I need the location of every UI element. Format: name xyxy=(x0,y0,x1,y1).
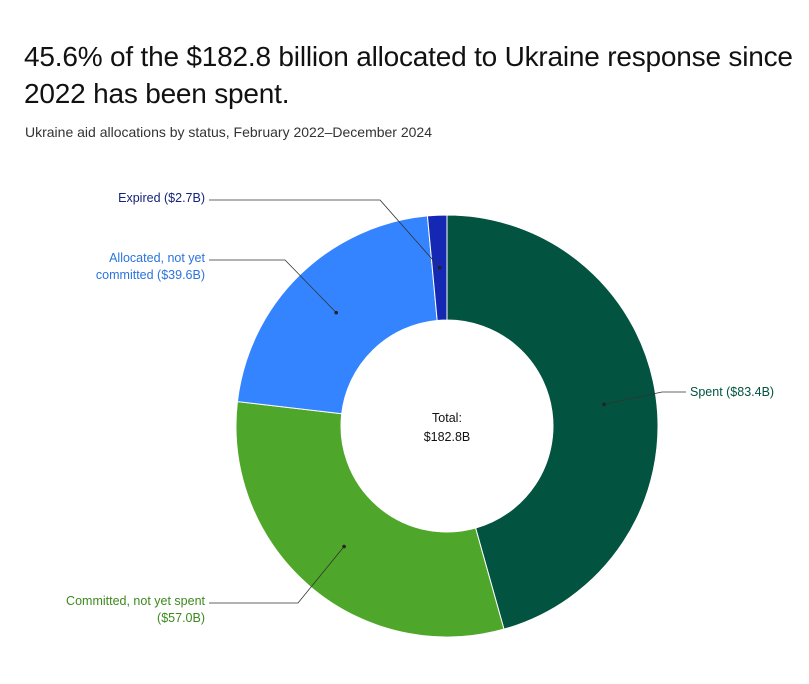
leader-line-allocated xyxy=(209,259,337,313)
leader-dot-committed xyxy=(342,544,346,549)
slice-label-line: ($57.0B) xyxy=(157,611,205,625)
slice-label-allocated: Allocated, not yet committed ($39.6B) xyxy=(96,251,206,282)
slice-label-expired: Expired ($2.7B) xyxy=(118,191,205,205)
center-total-label: Total: xyxy=(432,411,462,425)
slice-label-spent: Spent ($83.4B) xyxy=(690,385,774,399)
slice-label-committed: Committed, not yet spent ($57.0B) xyxy=(66,594,205,625)
center-total-value: $182.8B xyxy=(424,430,471,444)
leader-lines-group xyxy=(209,199,686,604)
slice-spent xyxy=(446,214,659,630)
slice-expired xyxy=(426,214,448,322)
leader-line-expired xyxy=(209,199,440,268)
slice-label-line: Expired ($2.7B) xyxy=(118,191,205,205)
leader-dot-expired xyxy=(437,265,442,270)
chart-title: 45.6% of the $182.8 billion allocated to… xyxy=(24,41,793,109)
slice-label-line: Committed, not yet spent xyxy=(66,594,205,608)
leader-dot-allocated xyxy=(334,310,339,315)
leader-line-spent xyxy=(603,391,686,405)
chart-subtitle: Ukraine aid allocations by status, Febru… xyxy=(25,124,433,140)
slice-committed xyxy=(235,401,505,638)
slice-label-line: Allocated, not yet xyxy=(109,251,205,265)
leader-dot-spent xyxy=(602,402,606,407)
slice-label-line: committed ($39.6B) xyxy=(96,268,205,282)
slice-label-line: Spent ($83.4B) xyxy=(690,385,774,399)
slice-allocated xyxy=(236,215,438,415)
slices-group xyxy=(235,214,659,638)
leader-line-committed xyxy=(209,546,345,604)
labels-group: Spent ($83.4B) Committed, not yet spent ($… xyxy=(66,191,774,625)
